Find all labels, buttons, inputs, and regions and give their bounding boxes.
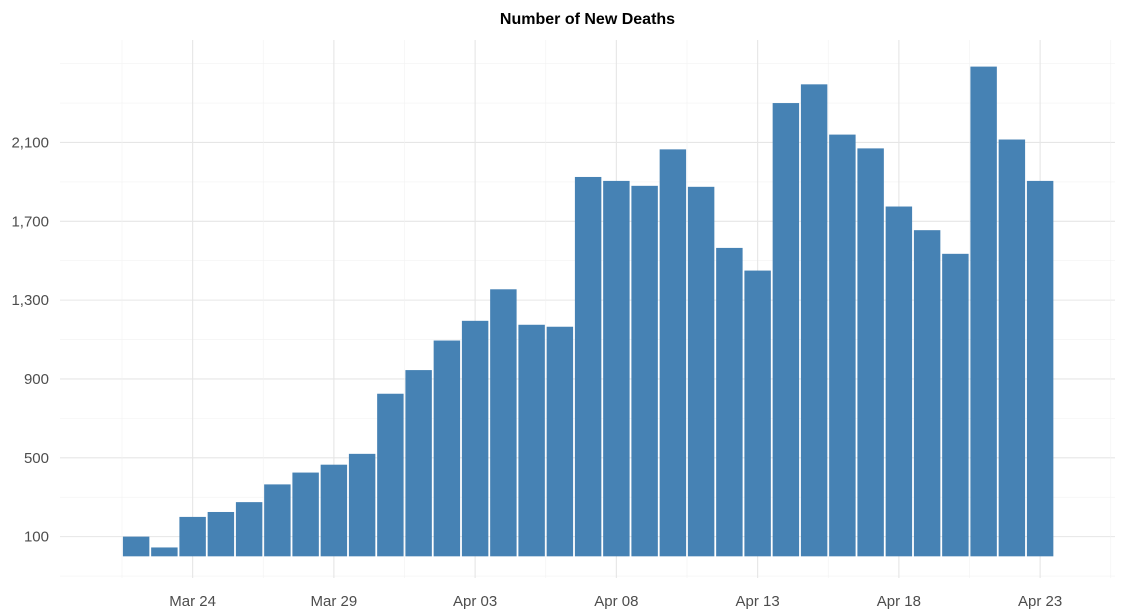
x-tick-label: Apr 08 — [594, 593, 638, 610]
bar — [405, 370, 432, 557]
x-tick-label: Apr 18 — [877, 593, 921, 610]
bar — [998, 139, 1026, 557]
bar — [942, 253, 969, 557]
x-tick-label: Mar 29 — [311, 593, 358, 610]
bar-layer — [122, 66, 1054, 557]
bar — [829, 134, 856, 557]
bar — [885, 206, 913, 557]
bar — [122, 536, 150, 557]
chart-title: Number of New Deaths — [499, 11, 676, 28]
y-tick-label: 2,100 — [11, 134, 49, 151]
bar — [207, 511, 235, 557]
bar — [800, 84, 828, 557]
bar — [687, 186, 715, 557]
bar — [235, 502, 263, 557]
y-tick-label: 1,700 — [11, 213, 49, 230]
bar — [151, 547, 178, 557]
x-tick-label: Apr 23 — [1018, 593, 1062, 610]
x-tick-label: Mar 24 — [169, 593, 216, 610]
bar — [348, 453, 376, 557]
bar — [292, 472, 319, 557]
y-tick-label: 1,300 — [11, 292, 49, 309]
bar — [1026, 180, 1054, 557]
x-tick-label: Apr 13 — [736, 593, 780, 610]
bar — [970, 66, 997, 557]
bar — [574, 176, 602, 557]
bar — [631, 185, 658, 557]
bar — [518, 324, 545, 557]
bar — [716, 247, 743, 557]
bar — [744, 270, 771, 557]
bar — [490, 289, 517, 557]
bar — [461, 320, 489, 557]
bar — [264, 484, 291, 557]
bar — [433, 340, 461, 557]
bar — [320, 464, 348, 557]
bar — [659, 149, 687, 557]
y-tick-label: 100 — [24, 529, 49, 546]
y-tick-label: 900 — [24, 371, 49, 388]
bar — [913, 230, 941, 557]
y-tick-label: 500 — [24, 450, 49, 467]
bar — [857, 148, 884, 557]
bar — [546, 326, 574, 557]
bar — [179, 516, 206, 557]
x-tick-label: Apr 03 — [453, 593, 497, 610]
tick-layer: 100 500 900 1,300 1,700 2,100 Mar 24 Mar 29 Apr … — [11, 134, 1062, 610]
bar — [377, 393, 404, 557]
bar — [603, 180, 630, 557]
bar — [772, 103, 800, 557]
